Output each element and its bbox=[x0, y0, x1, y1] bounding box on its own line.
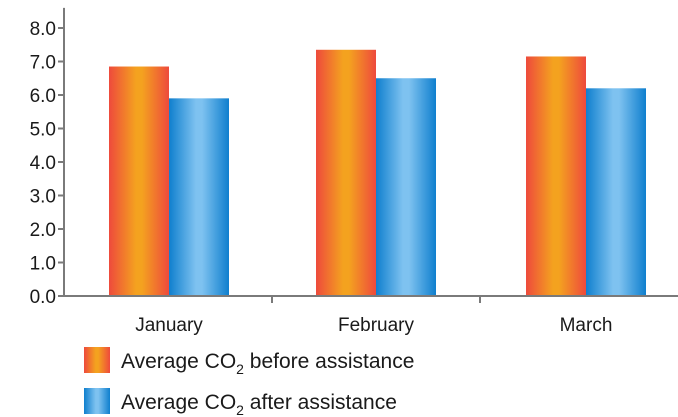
bar-january-after bbox=[169, 98, 229, 296]
legend-swatch-after bbox=[84, 388, 110, 414]
bars-group bbox=[109, 49, 646, 297]
y-tick-label-0: 0.0 bbox=[30, 287, 56, 308]
bar-march-before bbox=[526, 56, 586, 296]
legend-label-after: Average CO2 after assistance bbox=[121, 391, 397, 417]
legend-label-before: Average CO2 before assistance bbox=[121, 350, 414, 377]
y-tick-label-1: 1.0 bbox=[30, 254, 56, 275]
y-tick-label-4: 4.0 bbox=[30, 153, 56, 174]
bar-february-after bbox=[376, 78, 436, 296]
y-tick-label-6: 6.0 bbox=[30, 86, 56, 107]
y-ticks-group: 0.0 1.0 2.0 3.0 4.0 5.0 6.0 7.0 8.0 bbox=[30, 19, 64, 308]
bar-january-before bbox=[109, 66, 169, 297]
x-label-january: January bbox=[135, 315, 203, 336]
y-tick-label-2: 2.0 bbox=[30, 220, 56, 241]
y-tick-label-5: 5.0 bbox=[30, 120, 56, 141]
x-label-february: February bbox=[338, 315, 415, 336]
y-tick-label-3: 3.0 bbox=[30, 187, 56, 208]
x-labels-group: January February March bbox=[135, 315, 612, 336]
bar-march-after bbox=[586, 88, 646, 296]
y-tick-label-8: 8.0 bbox=[30, 19, 56, 40]
legend-swatch-before bbox=[84, 347, 110, 373]
legend: Average CO2 before assistance Average CO… bbox=[84, 347, 414, 417]
bar-february-before bbox=[316, 49, 376, 297]
y-tick-label-7: 7.0 bbox=[30, 53, 56, 74]
x-label-march: March bbox=[560, 315, 613, 336]
axes-group bbox=[63, 7, 678, 303]
